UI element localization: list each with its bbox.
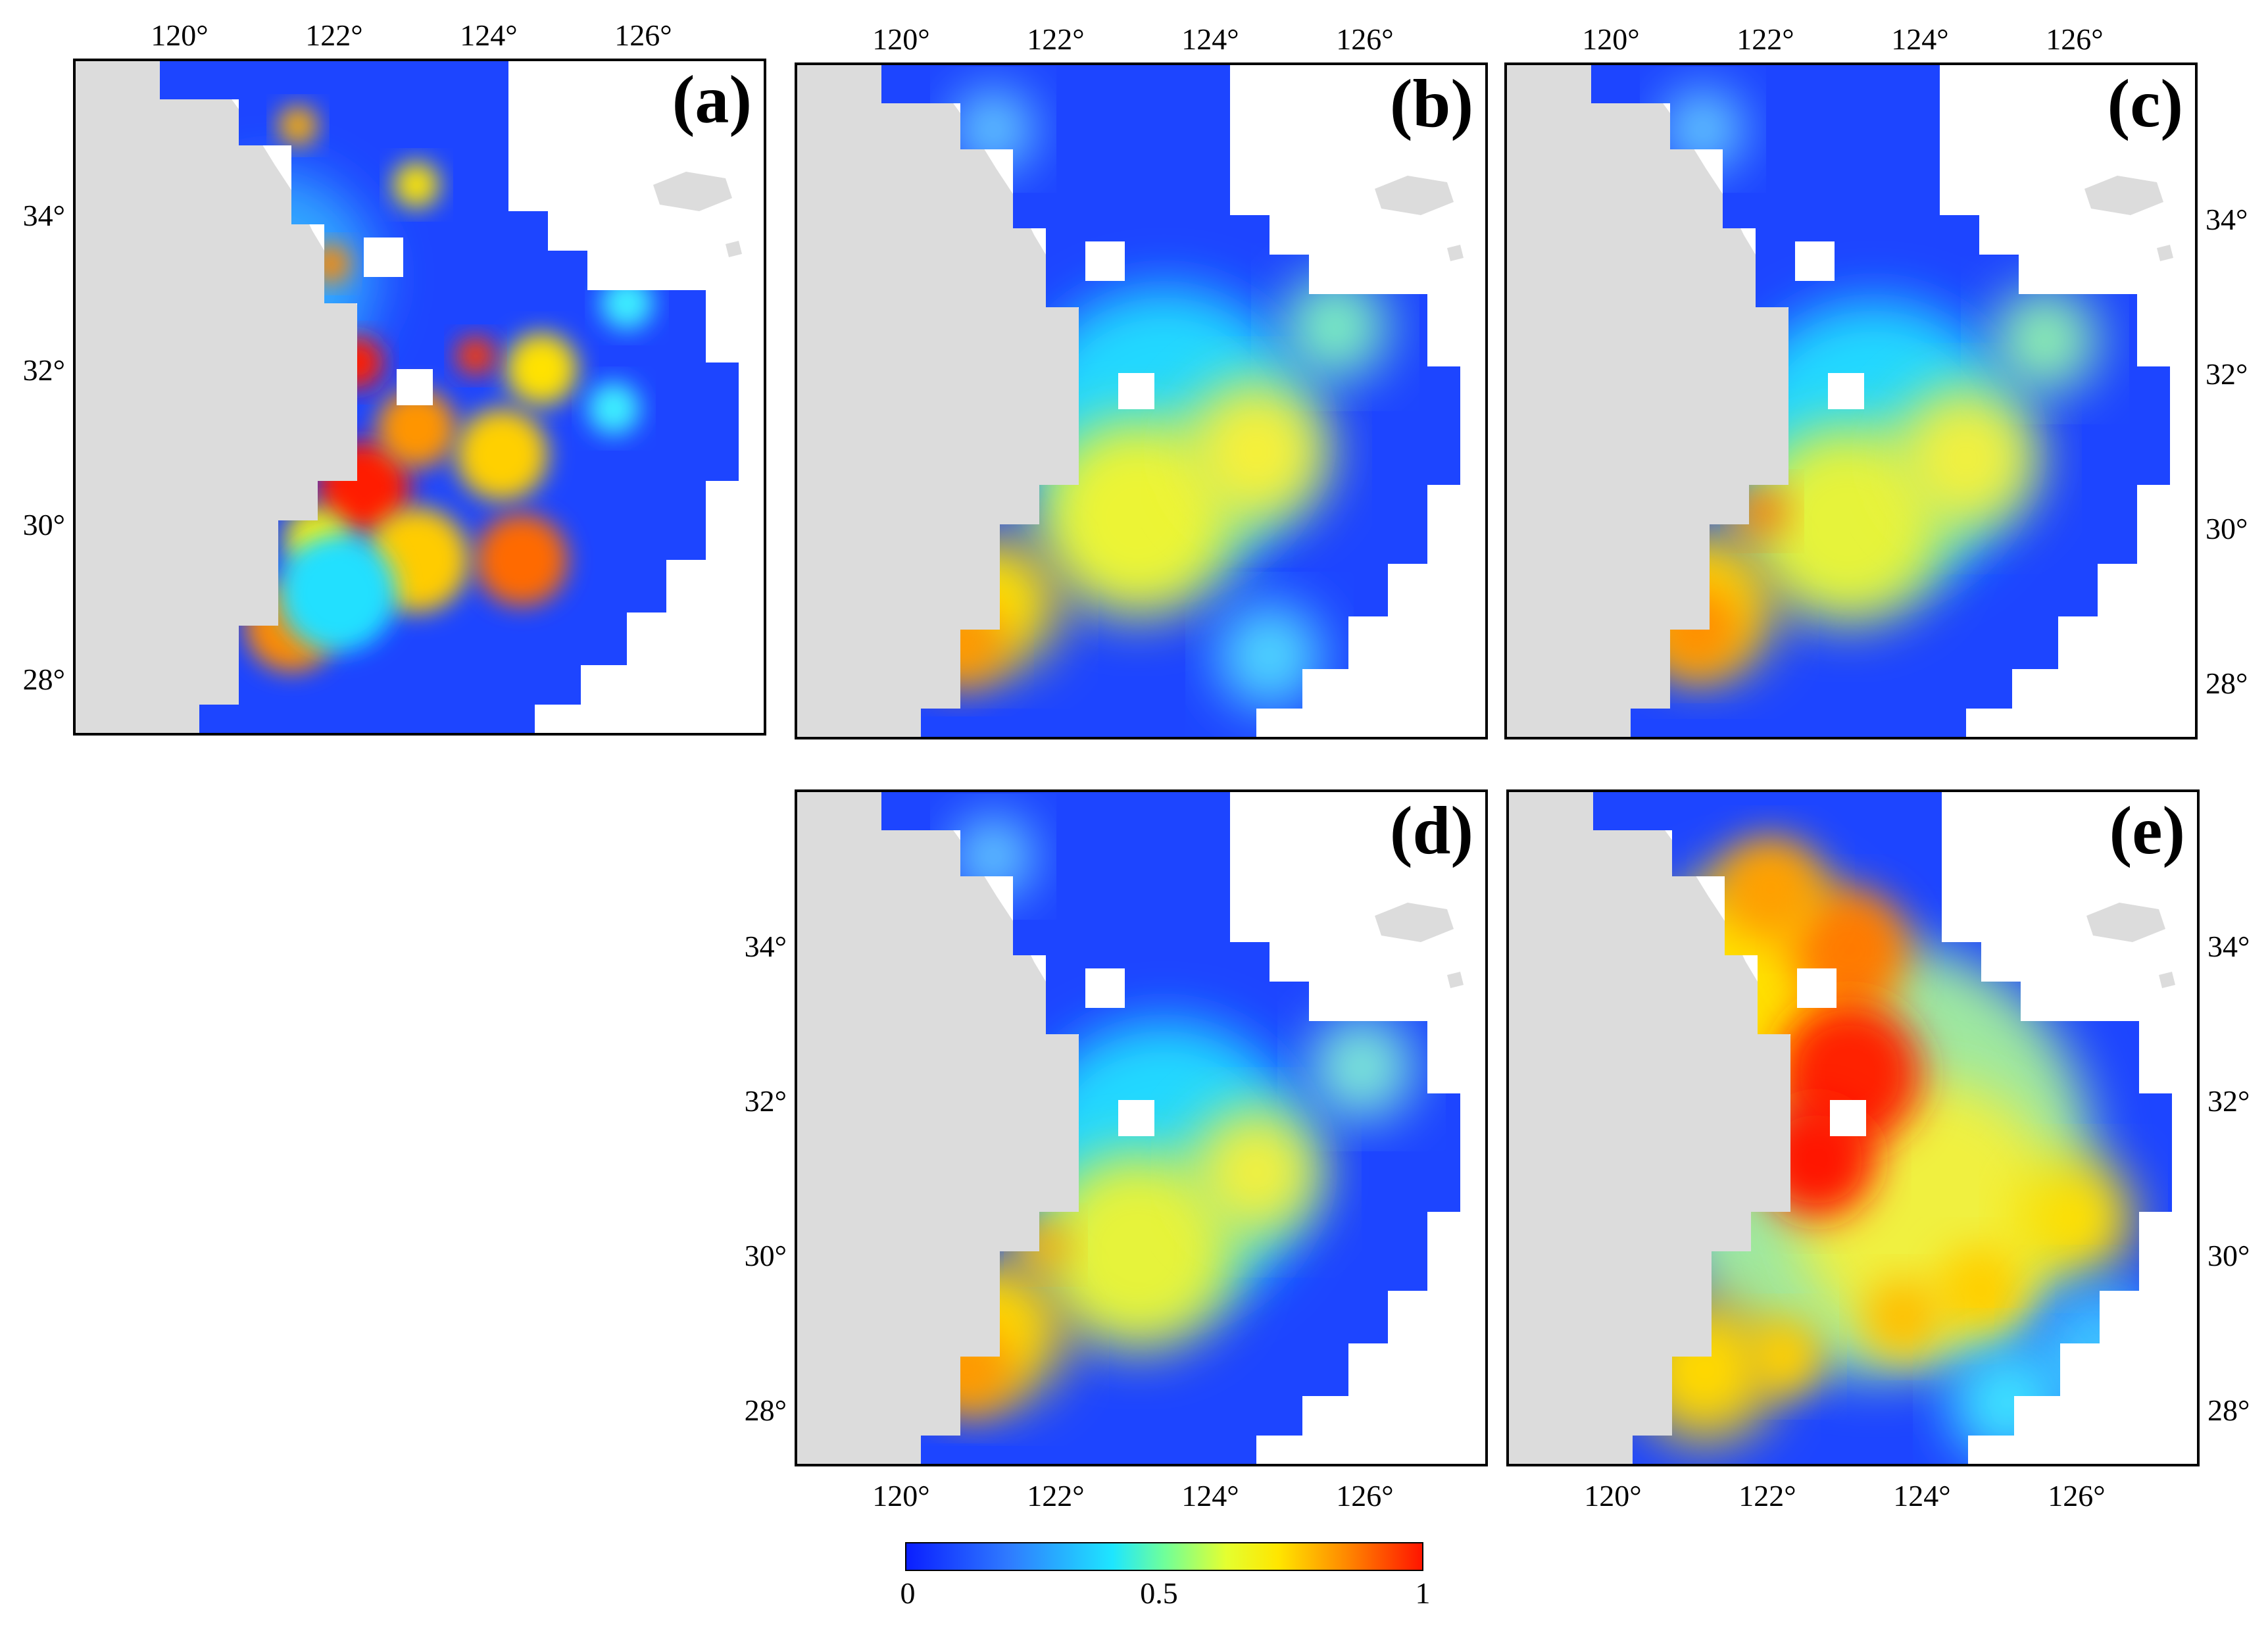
- latitude-tick-label: 34°: [2206, 203, 2248, 236]
- map-panel: (e) 120° 122° 124° 126° 28° 30° 32° 34°: [1506, 789, 2250, 1512]
- panel-label: (d): [1390, 793, 1473, 868]
- no-data-cell: [364, 238, 403, 277]
- longitude-tick-label: 120°: [151, 18, 208, 52]
- no-data-cell: [397, 369, 433, 405]
- intensity-patch: [1217, 603, 1322, 709]
- colorbar-frame: [905, 1542, 1423, 1571]
- intensity-patch: [954, 817, 1033, 896]
- latitude-tick-label: 28°: [745, 1393, 787, 1427]
- longitude-tick-label: 124°: [460, 18, 517, 52]
- colorbar: 0 0.5 1: [900, 1542, 1431, 1610]
- longitude-tick-label: 124°: [1181, 1479, 1239, 1512]
- colorbar-tick-label: 1: [1416, 1576, 1431, 1610]
- latitude-tick-label: 34°: [23, 199, 65, 232]
- no-data-cell: [1795, 241, 1835, 281]
- latitude-tick-label: 32°: [745, 1084, 787, 1118]
- intensity-patch: [1894, 386, 2038, 531]
- latitude-tick-label: 32°: [23, 353, 65, 387]
- longitude-tick-label: 122°: [1737, 22, 1794, 56]
- longitude-tick-label: 126°: [2048, 1479, 2105, 1512]
- no-data-cell: [1085, 968, 1125, 1008]
- no-data-cell: [1118, 373, 1154, 409]
- longitude-tick-label: 120°: [872, 22, 929, 56]
- longitude-tick-label: 126°: [1336, 1479, 1393, 1512]
- panel-frame: [1504, 63, 2198, 739]
- latitude-tick-label: 30°: [2207, 1239, 2250, 1272]
- prediction-field: [881, 791, 1460, 1465]
- map-panel: (a) 120° 122° 124° 126° 28° 30° 32° 34°: [23, 18, 766, 736]
- latitude-tick-label: 30°: [2206, 512, 2248, 545]
- panel-frame: [73, 59, 766, 736]
- no-data-cell: [1828, 373, 1864, 409]
- longitude-tick-label: 126°: [614, 18, 672, 52]
- longitude-tick-label: 120°: [872, 1479, 929, 1512]
- longitude-tick-label: 124°: [1891, 22, 1948, 56]
- panel-frame: [1506, 789, 2200, 1466]
- intensity-patch: [1283, 274, 1388, 380]
- intensity-patch: [1992, 288, 2098, 393]
- intensity-patch: [278, 106, 318, 145]
- no-data-cell: [1118, 1100, 1154, 1136]
- panel-frame: [795, 63, 1488, 739]
- latitude-tick-label: 30°: [23, 508, 65, 541]
- intensity-patch: [1736, 485, 1788, 538]
- latitude-tick-label: 32°: [2207, 1084, 2250, 1118]
- latitude-tick-label: 32°: [2206, 357, 2248, 391]
- intensity-patch: [2014, 1159, 2132, 1278]
- map-panel: (c) 120° 122° 124° 126° 28° 30° 32° 34°: [1504, 22, 2248, 739]
- latitude-tick-label: 34°: [2207, 930, 2250, 963]
- intensity-patch: [1309, 1014, 1414, 1120]
- longitude-tick-label: 126°: [2046, 22, 2103, 56]
- colorbar-tick-label: 0.5: [1140, 1576, 1178, 1610]
- intensity-patch: [377, 389, 456, 468]
- intensity-patch: [1744, 1317, 1823, 1396]
- intensity-patch: [1863, 1278, 1942, 1357]
- intensity-patch: [1664, 90, 1742, 169]
- map-panel: (d) 120° 122° 124° 126° 28° 30° 32° 34°: [745, 789, 1488, 1512]
- intensity-patch: [393, 162, 439, 208]
- intensity-patch: [954, 90, 1033, 169]
- prediction-field: [1591, 64, 2170, 738]
- intensity-patch: [505, 333, 578, 405]
- longitude-tick-label: 122°: [1027, 22, 1084, 56]
- prediction-field: [881, 64, 1460, 738]
- longitude-tick-label: 124°: [1181, 22, 1239, 56]
- intensity-patch: [456, 409, 548, 501]
- intensity-patch: [456, 336, 495, 376]
- panel-label: (c): [2108, 66, 2183, 141]
- no-data-cell: [1797, 968, 1837, 1008]
- panel-label: (e): [2109, 793, 2185, 868]
- longitude-tick-label: 120°: [1584, 1479, 1641, 1512]
- panel-label: (b): [1390, 66, 1473, 141]
- intensity-patch: [1718, 837, 1823, 942]
- latitude-tick-label: 30°: [745, 1239, 787, 1272]
- panel-frame: [795, 789, 1488, 1466]
- longitude-tick-label: 122°: [1738, 1479, 1796, 1512]
- map-panel: (b) 120° 122° 124° 126°: [795, 22, 1488, 739]
- longitude-tick-label: 122°: [305, 18, 362, 52]
- colorbar-gradient: [906, 1543, 1423, 1570]
- longitude-tick-label: 120°: [1582, 22, 1639, 56]
- latitude-tick-label: 28°: [23, 662, 65, 696]
- intensity-patch: [587, 382, 640, 435]
- no-data-cell: [1085, 241, 1125, 281]
- intensity-patch: [601, 277, 653, 330]
- no-data-cell: [1830, 1100, 1866, 1136]
- latitude-tick-label: 34°: [745, 930, 787, 963]
- intensity-patch: [278, 534, 397, 652]
- longitude-tick-label: 124°: [1893, 1479, 1950, 1512]
- intensity-patch: [1184, 380, 1329, 524]
- intensity-patch: [476, 514, 568, 606]
- panel-label: (a): [672, 62, 752, 138]
- longitude-tick-label: 122°: [1027, 1479, 1084, 1512]
- latitude-tick-label: 28°: [2206, 666, 2248, 700]
- intensity-patch: [1935, 1245, 2027, 1337]
- intensity-patch: [1191, 1107, 1322, 1238]
- longitude-tick-label: 126°: [1336, 22, 1393, 56]
- latitude-tick-label: 28°: [2207, 1393, 2250, 1427]
- colorbar-tick-label: 0: [900, 1576, 916, 1610]
- intensity-patch: [1039, 1153, 1237, 1350]
